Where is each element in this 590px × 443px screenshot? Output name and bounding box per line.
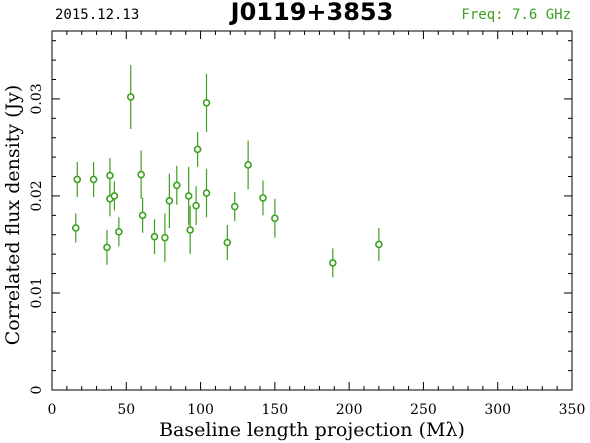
data-point	[106, 158, 114, 194]
point-marker	[230, 202, 239, 211]
chart-title: J0119+3853	[229, 0, 394, 26]
point-marker	[173, 181, 181, 190]
point-marker	[71, 224, 80, 232]
point-marker	[106, 171, 114, 180]
data-point	[259, 180, 267, 216]
data-point	[173, 165, 181, 205]
data-point	[244, 140, 252, 190]
point-marker	[137, 170, 145, 179]
point-marker	[184, 192, 193, 200]
point-marker	[271, 214, 279, 223]
point-marker	[244, 161, 252, 169]
x-tick-label: 350	[559, 402, 586, 418]
axis-ticks: 0 50 100 150 200 250 300 350 0 0.01 0.02 0.03	[29, 31, 585, 418]
point-marker	[193, 145, 202, 154]
data-point	[223, 225, 232, 260]
data-point	[115, 217, 123, 247]
plot-frame	[51, 30, 573, 391]
x-tick-label: 100	[187, 402, 214, 418]
point-marker	[375, 240, 383, 249]
data-point	[137, 150, 145, 199]
y-tick-label: 0.02	[29, 180, 45, 211]
freq-label: Freq: 7.6 GHz	[461, 7, 571, 23]
point-marker	[126, 93, 135, 101]
point-marker	[186, 226, 194, 234]
data-point	[110, 181, 119, 211]
data-point	[193, 131, 202, 167]
point-marker	[161, 233, 169, 242]
point-marker	[89, 175, 98, 184]
data-point	[230, 192, 239, 222]
data-point	[186, 205, 194, 255]
data-point	[73, 161, 82, 197]
data-point	[375, 227, 383, 261]
y-tick-label: 0.01	[29, 277, 45, 308]
point-marker	[192, 201, 200, 210]
date-label: 2015.12.13	[55, 7, 139, 23]
data-point	[71, 213, 80, 243]
point-marker	[202, 99, 211, 107]
data-point	[271, 198, 279, 238]
point-marker	[150, 232, 159, 241]
point-marker	[165, 196, 174, 205]
data-point	[184, 166, 193, 226]
x-tick-label: 0	[48, 402, 57, 418]
y-axis-label: Correlated flux density (Jy)	[2, 85, 24, 346]
point-marker	[138, 211, 147, 220]
x-tick-label: 300	[484, 402, 511, 418]
point-marker	[223, 238, 232, 247]
x-tick-label: 150	[261, 402, 288, 418]
data-point	[89, 161, 98, 197]
x-axis-label: Baseline length projection (Mλ)	[159, 419, 465, 441]
data-point	[202, 168, 211, 218]
y-tick-label: 0.03	[29, 83, 45, 114]
data-point	[126, 64, 135, 129]
point-marker	[259, 194, 267, 202]
data-point	[138, 197, 147, 233]
point-marker	[103, 243, 111, 252]
data-point	[103, 229, 111, 265]
point-marker	[202, 189, 211, 197]
point-marker	[110, 192, 119, 200]
x-tick-label: 200	[336, 402, 363, 418]
y-tick-label: 0	[29, 386, 45, 395]
x-tick-label: 250	[410, 402, 437, 418]
data-point	[165, 173, 174, 228]
data-point	[202, 73, 211, 132]
x-tick-label: 50	[117, 402, 135, 418]
data-point	[328, 248, 337, 278]
data-point	[161, 213, 169, 262]
point-marker	[328, 259, 337, 267]
data-points	[71, 64, 383, 278]
point-marker	[115, 228, 123, 236]
data-point	[150, 219, 159, 255]
point-marker	[73, 175, 82, 184]
data-point	[192, 186, 200, 226]
